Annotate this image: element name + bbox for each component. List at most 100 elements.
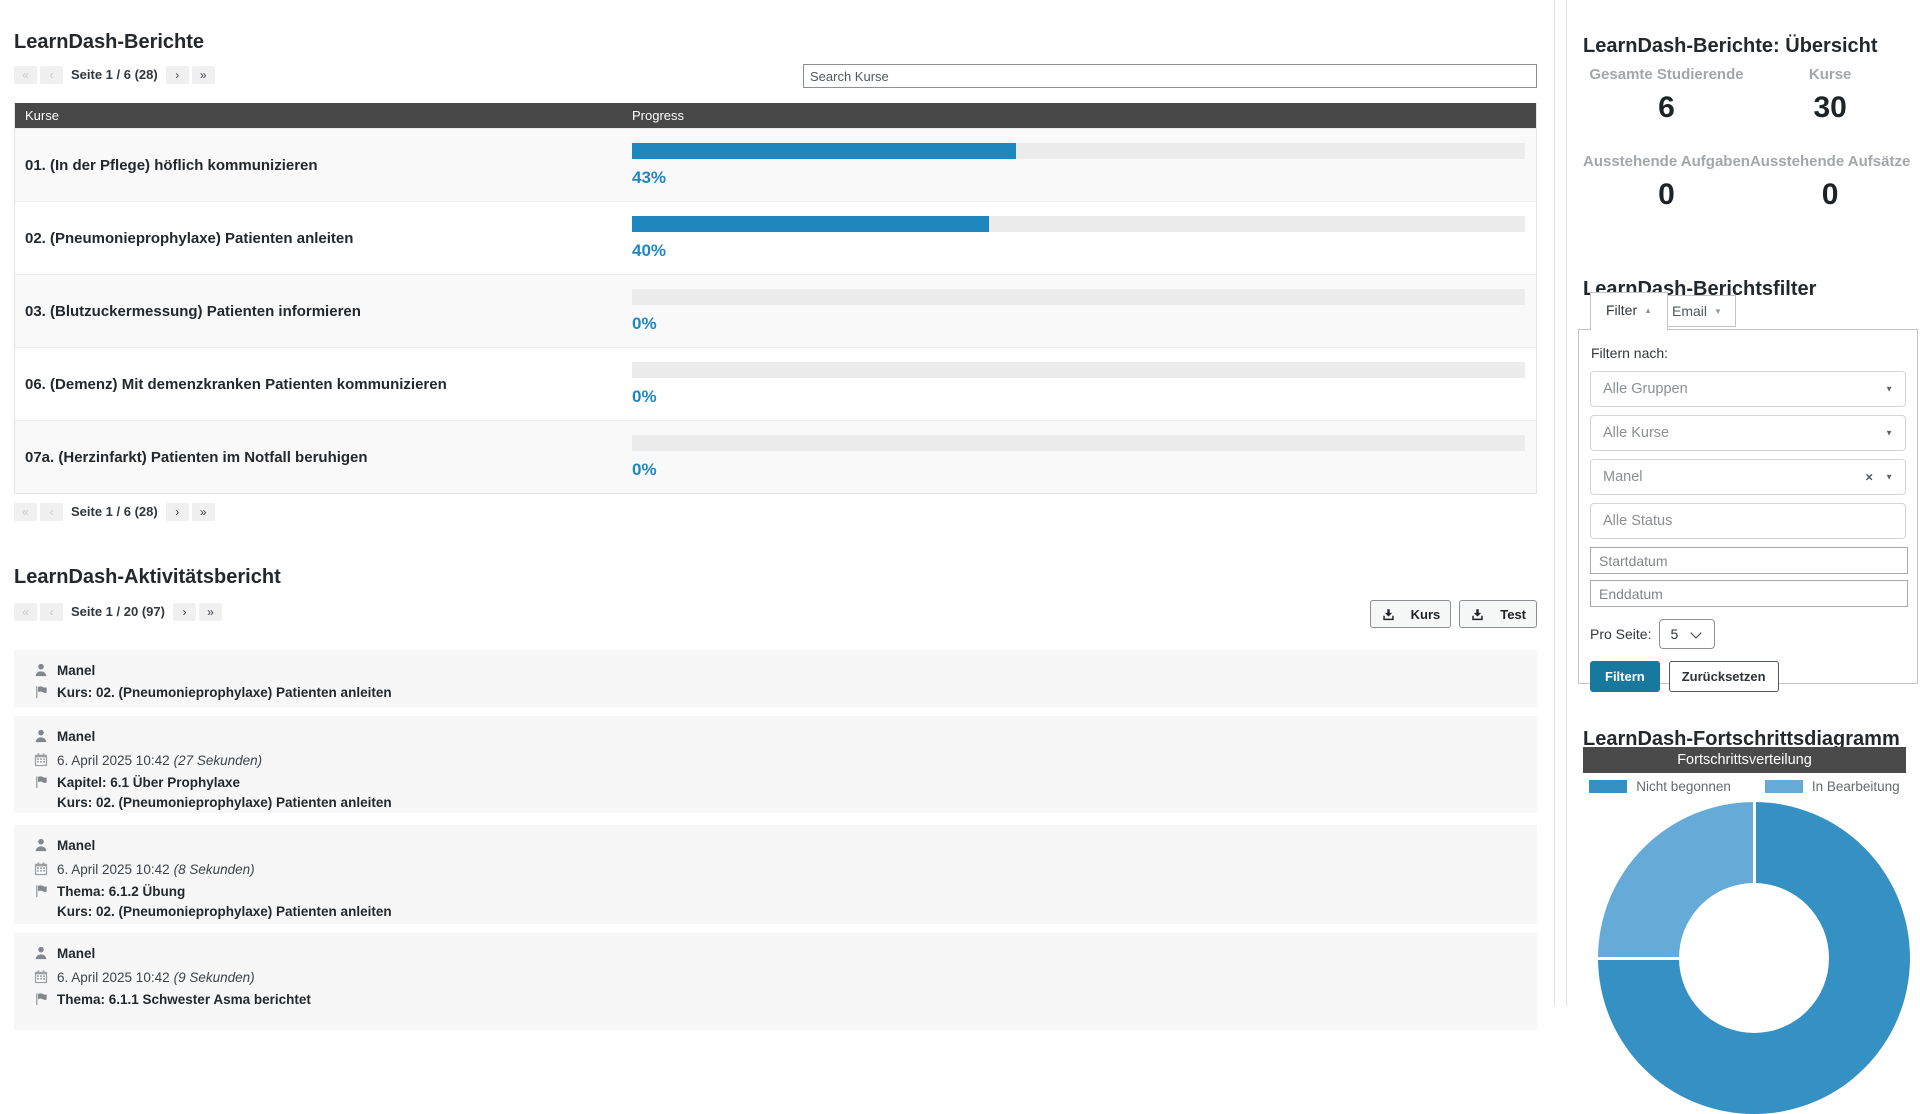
entry-user-name: Manel	[57, 662, 96, 678]
entry-step-text: Kurs: 02. (Pneumonieprophylaxe) Patiente…	[57, 684, 392, 700]
stat-value: 6	[1658, 91, 1675, 124]
last-page-button[interactable]: »	[198, 602, 222, 621]
tab-filter[interactable]: Filter ▲	[1590, 292, 1669, 330]
pagination-label: Seite 1 / 20 (97)	[71, 604, 165, 619]
stat-courses: Kurse 30	[1750, 66, 1910, 125]
progress-bar-fill	[632, 215, 990, 232]
prev-page-button[interactable]: ‹	[40, 602, 63, 621]
export-course-button[interactable]: Kurs	[1369, 600, 1452, 628]
entry-date-line: 6. April 2025 10:42 (8 Sekunden)	[14, 857, 1537, 881]
filter-panel: Filtern nach: Alle Gruppen ▼ Alle Kurse …	[1578, 329, 1918, 692]
flag-icon	[33, 992, 48, 1006]
legend-swatch	[1764, 780, 1803, 793]
progress-bar-track	[632, 142, 1525, 159]
entry-step-text: Thema: 6.1.2 Übung	[57, 883, 186, 899]
activity-entry: Manel 6. April 2025 10:42 (27 Sekunden) …	[14, 716, 1537, 813]
next-page-button[interactable]: ›	[172, 602, 196, 621]
filter-buttons: Filtern Zurücksetzen	[1590, 661, 1906, 692]
entry-step-line: Thema: 6.1.2 Übung	[14, 881, 1537, 901]
status-select-value: Alle Status	[1603, 513, 1673, 529]
progress-bar-track	[632, 434, 1525, 451]
clear-selection-icon[interactable]: ×	[1865, 469, 1873, 485]
download-icon	[1470, 608, 1485, 621]
prev-page-button[interactable]: ‹	[40, 65, 63, 84]
stat-pending-assignments: Ausstehende Aufgaben 0	[1583, 153, 1750, 212]
filter-reset-button[interactable]: Zurücksetzen	[1668, 661, 1779, 692]
progress-bar-track	[632, 215, 1525, 232]
table-row: 02. (Pneumonieprophylaxe) Patienten anle…	[15, 201, 1536, 274]
legend-label: In Bearbeitung	[1811, 779, 1900, 794]
stat-label: Ausstehende Aufgaben	[1583, 153, 1750, 170]
user-icon	[33, 946, 48, 960]
progress-chart-title: LearnDash-Fortschrittsdiagramm	[1583, 727, 1900, 750]
user-icon	[33, 663, 48, 677]
user-select[interactable]: Manel × ▼	[1590, 459, 1906, 495]
stat-value: 30	[1813, 91, 1847, 124]
column-header-progress: Progress	[632, 108, 685, 123]
stat-value: 0	[1821, 178, 1839, 211]
legend-swatch	[1589, 780, 1628, 793]
tab-filter-label: Filter	[1606, 302, 1638, 318]
end-date-input[interactable]	[1590, 580, 1908, 607]
activity-pagination: « ‹ Seite 1 / 20 (97) › »	[14, 602, 222, 621]
entry-user-name: Manel	[57, 837, 96, 853]
donut-divider	[1598, 956, 1754, 960]
entry-timestamp: 6. April 2025 10:42	[57, 861, 170, 877]
chevron-down-icon: ▼	[1885, 384, 1893, 394]
chart-legend: Nicht begonnen In Bearbeitung	[1583, 779, 1906, 794]
tab-email-label: Email	[1672, 303, 1708, 319]
start-date-input[interactable]	[1590, 547, 1908, 574]
legend-item-not-started: Nicht begonnen	[1589, 779, 1731, 794]
per-page-value: 5	[1670, 626, 1679, 642]
table-row: 03. (Blutzuckermessung) Patienten inform…	[15, 274, 1536, 347]
next-page-button[interactable]: ›	[165, 502, 189, 521]
table-header: Kurse Progress	[15, 103, 1536, 128]
main-column-divider	[1554, 0, 1555, 1006]
stat-label: Gesamte Studierende	[1589, 66, 1744, 83]
last-page-button[interactable]: »	[191, 65, 215, 84]
courses-pagination-bottom: « ‹ Seite 1 / 6 (28) › »	[14, 502, 215, 521]
entry-course-line: Kurs: 02. (Pneumonieprophylaxe) Patiente…	[57, 794, 392, 810]
user-icon	[33, 838, 48, 852]
export-quiz-button[interactable]: Test	[1459, 600, 1537, 628]
entry-step-line: Kurs: 02. (Pneumonieprophylaxe) Patiente…	[14, 682, 1537, 702]
first-page-button[interactable]: «	[14, 65, 37, 84]
courses-pagination-top: « ‹ Seite 1 / 6 (28) › »	[14, 65, 215, 84]
entry-user-line: Manel	[14, 941, 1537, 965]
per-page-select[interactable]: 5	[1659, 619, 1716, 649]
entry-duration: (9 Sekunden)	[173, 969, 255, 985]
export-course-label: Kurs	[1410, 606, 1441, 622]
last-page-button[interactable]: »	[191, 502, 215, 521]
chevron-down-icon: ▼	[1714, 307, 1722, 316]
user-select-value: Manel	[1603, 469, 1643, 485]
progress-cell: 0%	[632, 288, 1536, 334]
progress-donut	[1598, 802, 1910, 1114]
status-select[interactable]: Alle Status	[1590, 503, 1906, 539]
table-row: 01. (In der Pflege) höflich kommuniziere…	[15, 128, 1536, 201]
search-input[interactable]	[803, 64, 1537, 88]
prev-page-button[interactable]: ‹	[40, 502, 63, 521]
filter-by-label: Filtern nach:	[1591, 345, 1669, 361]
progress-cell: 0%	[632, 434, 1536, 480]
chevron-up-icon: ▲	[1644, 306, 1653, 315]
entry-user-name: Manel	[57, 728, 96, 744]
progress-percent: 0%	[632, 386, 657, 406]
sidebar-divider	[1566, 0, 1567, 1006]
entry-step-text: Thema: 6.1.1 Schwester Asma berichtet	[57, 991, 311, 1007]
export-quiz-label: Test	[1500, 606, 1526, 622]
tab-email[interactable]: Email ▼	[1658, 295, 1736, 327]
first-page-button[interactable]: «	[14, 602, 37, 621]
table-row: 06. (Demenz) Mit demenzkranken Patienten…	[15, 347, 1536, 420]
stat-label: Ausstehende Aufsätze	[1749, 153, 1911, 170]
entry-timestamp: 6. April 2025 10:42	[57, 752, 170, 768]
download-icon	[1381, 608, 1396, 621]
course-title: 07a. (Herzinfarkt) Patienten im Notfall …	[25, 448, 368, 466]
first-page-button[interactable]: «	[14, 502, 37, 521]
pagination-label: Seite 1 / 6 (28)	[71, 504, 158, 519]
filter-submit-button[interactable]: Filtern	[1590, 661, 1660, 692]
course-select[interactable]: Alle Kurse ▼	[1590, 415, 1906, 451]
chevron-down-icon	[1690, 626, 1702, 639]
course-title: 02. (Pneumonieprophylaxe) Patienten anle…	[25, 229, 354, 247]
group-select[interactable]: Alle Gruppen ▼	[1590, 371, 1906, 407]
next-page-button[interactable]: ›	[165, 65, 189, 84]
